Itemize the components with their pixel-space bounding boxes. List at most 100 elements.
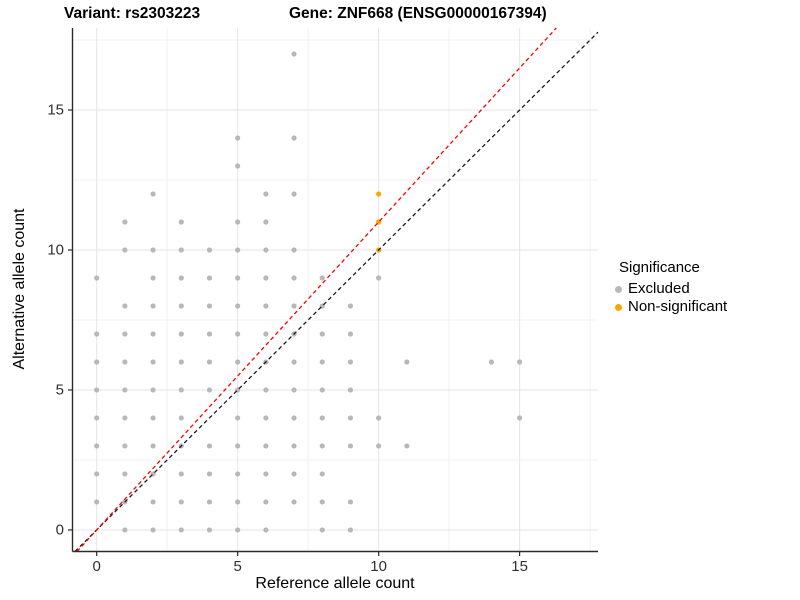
- legend-title: Significance: [619, 259, 700, 276]
- data-point-excluded: [150, 303, 156, 309]
- data-point-excluded: [347, 415, 354, 421]
- data-point-excluded: [291, 135, 297, 141]
- data-point-excluded: [347, 387, 354, 393]
- data-point-excluded: [263, 415, 269, 421]
- data-point-excluded: [404, 359, 410, 365]
- data-point-excluded: [94, 275, 100, 281]
- data-point-excluded: [263, 247, 269, 253]
- data-point-excluded: [235, 443, 241, 449]
- data-point-excluded: [263, 471, 269, 477]
- data-point-excluded: [517, 359, 523, 365]
- data-point-excluded: [150, 247, 156, 253]
- data-point-excluded: [235, 135, 241, 141]
- x-tick-label: 10: [370, 557, 387, 575]
- x-tick-label: 5: [233, 557, 242, 575]
- data-point-excluded: [122, 303, 128, 309]
- data-point-excluded: [235, 275, 241, 281]
- legend-label: Excluded: [628, 280, 690, 297]
- data-point-excluded: [319, 527, 325, 533]
- data-point-excluded: [488, 359, 495, 365]
- data-point-excluded: [263, 191, 269, 197]
- data-point-excluded: [263, 527, 269, 533]
- data-point-excluded: [517, 415, 523, 421]
- data-point-excluded: [150, 527, 156, 533]
- data-point-excluded: [94, 331, 100, 337]
- data-point-excluded: [291, 499, 297, 505]
- data-point-excluded: [347, 331, 354, 337]
- data-point-excluded: [235, 331, 241, 337]
- data-point-excluded: [235, 527, 241, 533]
- data-point-excluded: [206, 471, 213, 477]
- data-point-excluded: [235, 303, 241, 309]
- data-point-excluded: [122, 359, 128, 365]
- data-point-excluded: [150, 275, 156, 281]
- data-point-excluded: [206, 359, 213, 365]
- data-point-excluded: [206, 387, 213, 393]
- data-point-excluded: [291, 387, 297, 393]
- data-point-excluded: [291, 415, 297, 421]
- data-point-excluded: [150, 359, 156, 365]
- data-point-excluded: [291, 303, 297, 309]
- legend-item-non-significant: Non-significant: [612, 298, 727, 316]
- data-point-excluded: [150, 443, 156, 449]
- data-point-excluded: [235, 247, 241, 253]
- data-point-excluded: [178, 471, 184, 477]
- data-point-excluded: [291, 247, 297, 253]
- data-point-excluded: [291, 275, 297, 281]
- data-point-excluded: [206, 443, 213, 449]
- data-point-excluded: [263, 443, 269, 449]
- data-point-excluded: [150, 415, 156, 421]
- x-tick-label: 0: [92, 557, 101, 575]
- data-point-excluded: [263, 275, 269, 281]
- data-point-excluded: [291, 471, 297, 477]
- legend: Significance Excluded Non-significant: [612, 259, 727, 316]
- data-point-excluded: [263, 303, 269, 309]
- data-point-excluded: [206, 331, 213, 337]
- y-tick-label: 10: [47, 241, 64, 259]
- data-point-excluded: [376, 275, 382, 281]
- data-point-excluded: [263, 219, 269, 225]
- data-point-excluded: [178, 527, 184, 533]
- legend-point-icon: [615, 285, 622, 293]
- data-point-excluded: [291, 359, 297, 365]
- data-point-excluded: [376, 415, 382, 421]
- data-point-excluded: [94, 415, 100, 421]
- data-point-excluded: [235, 359, 241, 365]
- data-point-excluded: [319, 443, 325, 449]
- data-point-non-significant: [376, 191, 382, 197]
- legend-point-icon: [615, 303, 622, 311]
- data-point-excluded: [319, 415, 325, 421]
- fit-line: [76, 27, 557, 552]
- y-tick-label: 15: [47, 101, 64, 119]
- data-point-excluded: [206, 303, 213, 309]
- data-point-excluded: [263, 499, 269, 505]
- gene-title: Gene: ZNF668 (ENSG00000167394): [289, 5, 547, 22]
- data-point-excluded: [319, 471, 325, 477]
- data-point-excluded: [178, 219, 184, 225]
- data-point-excluded: [235, 219, 241, 225]
- data-point-excluded: [122, 527, 128, 533]
- data-point-excluded: [319, 499, 325, 505]
- data-point-excluded: [122, 443, 128, 449]
- data-point-excluded: [347, 443, 354, 449]
- data-point-excluded: [178, 387, 184, 393]
- data-point-excluded: [122, 331, 128, 337]
- variant-title: Variant: rs2303223: [64, 5, 201, 22]
- data-point-excluded: [206, 275, 213, 281]
- data-point-excluded: [178, 359, 184, 365]
- data-point-excluded: [263, 387, 269, 393]
- data-point-excluded: [150, 331, 156, 337]
- data-point-excluded: [122, 387, 128, 393]
- data-point-excluded: [150, 499, 156, 505]
- data-point-excluded: [122, 415, 128, 421]
- data-point-excluded: [150, 191, 156, 197]
- data-point-excluded: [291, 191, 297, 197]
- data-point-excluded: [319, 275, 325, 281]
- data-point-excluded: [94, 471, 100, 477]
- data-point-excluded: [150, 387, 156, 393]
- data-point-excluded: [235, 499, 241, 505]
- data-point-excluded: [347, 303, 354, 309]
- data-point-excluded: [206, 527, 213, 533]
- y-axis-title: Alternative allele count: [11, 208, 28, 370]
